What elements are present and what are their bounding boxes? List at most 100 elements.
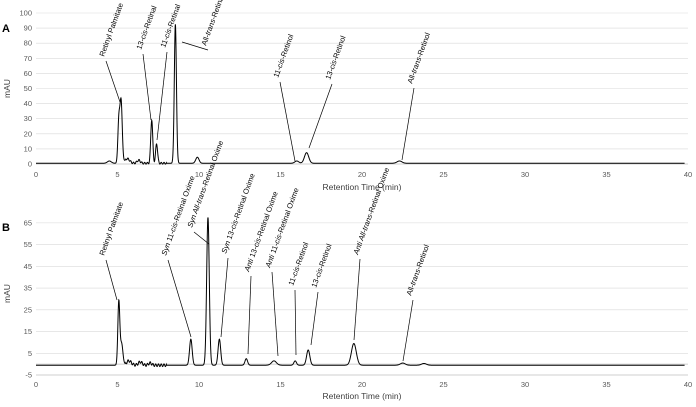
panel-a-annotation-leader — [156, 51, 168, 141]
panel-b-x-tick-label: 20 — [358, 380, 366, 389]
panel-a-y-tick-label: 0 — [28, 160, 32, 169]
panel-a-peak-annotation-part: -Retinal — [165, 3, 182, 31]
panel-b-peak-annotation-part: -Retinal Oxime — [231, 172, 256, 222]
panel-b-x-tick-label: 15 — [276, 380, 284, 389]
panel-b-peak-annotation-part: 11- — [268, 241, 281, 256]
panel-a-y-tick-label: 100 — [19, 9, 32, 18]
panel-b-x-tick-label: 35 — [602, 380, 610, 389]
panel-a-y-tick-label: 90 — [24, 24, 32, 33]
panel-a-x-tick-label: 0 — [34, 170, 38, 179]
panel-b-y-tick-label: 45 — [24, 262, 32, 271]
panel-a-annotation-leader — [142, 53, 152, 121]
panel-a-y-axis-title: mAU — [2, 79, 12, 98]
panel-b-peak-annotation-part: cis — [313, 267, 325, 279]
panel-b-x-axis-title: Retention Time (min) — [323, 391, 402, 401]
panel-b-y-tick-label: 5 — [28, 349, 32, 358]
panel-b-x-tick-label: 0 — [34, 380, 38, 389]
panel-a-peak-annotation: 13-cis-Retinal — [134, 4, 158, 50]
panel-a-x-tick-label: 20 — [358, 170, 366, 179]
panel-a-peak-annotation-part: 11- — [271, 65, 283, 78]
panel-b-peak-annotation-part: -Retinol — [316, 242, 333, 270]
panel-b-peak-annotation-part: -Retinol — [414, 243, 431, 271]
panel-b-y-tick-label: 25 — [24, 305, 32, 314]
panel-b-peak-annotation-part: Syn — [219, 239, 232, 254]
panel-b-x-tick-label: 30 — [521, 380, 529, 389]
panel-b-x-tick-label: 40 — [684, 380, 692, 389]
panel-a-peak-annotation: Retinyl Palmitate — [97, 2, 125, 58]
panel-a-x-tick-label: 25 — [439, 170, 447, 179]
panel-b-annotation-leader — [294, 289, 297, 356]
panel-b-annotation-leader — [402, 299, 414, 362]
panel-a-y-tick-label: 80 — [24, 39, 32, 48]
panel-b-peak-annotation-part: cis — [290, 265, 302, 277]
panel-a-peak-annotation-part: All- — [199, 33, 211, 47]
panel-a-y-tick-label: 70 — [24, 54, 32, 63]
panel-b-peak-annotation-part: 11- — [286, 273, 298, 286]
panel-b-peak-annotation-part: Syn All- — [185, 201, 202, 229]
panel-b-peak-annotation: All-trans-Retinol — [404, 243, 431, 297]
panel-a-peak-annotation: All-trans-Retinol — [405, 31, 432, 85]
panel-a-peak-annotation-part: cis — [275, 57, 287, 69]
panel-b-x-tick-label: 25 — [439, 380, 447, 389]
panel-b-y-tick-label: 65 — [24, 218, 32, 227]
panel-b-annotation-leader — [193, 231, 210, 245]
panel-b-peak-annotation: Syn 13-cis-Retinal Oxime — [219, 172, 256, 255]
panel-b-peak-annotation: 11-cis-Retinol — [286, 241, 310, 287]
panel-b-chromatogram-trace — [36, 217, 685, 368]
panel-a-peak-annotation-part: -Retinal — [209, 0, 226, 21]
panel-a-peak-annotation-part: 13- — [323, 67, 335, 81]
panel-a-y-tick-label: 30 — [24, 114, 32, 123]
panel-b-y-axis-title: mAU — [2, 284, 12, 303]
panel-a-peak-annotation-part: cis — [327, 59, 339, 71]
panel-b-peak-annotation-part: cis — [251, 236, 263, 248]
panel-b-peak-annotation-part: All- — [404, 283, 416, 297]
panel-b-peak-annotation-part: cis — [168, 221, 180, 233]
panel-a-peak-annotation: 11-cis-Retinal — [158, 3, 182, 49]
panel-a-y-tick-label: 50 — [24, 84, 32, 93]
panel-a-annotation-leader — [279, 81, 296, 162]
panel-a-peak-annotation-part: All- — [405, 71, 417, 85]
panel-a-annotation-leader — [308, 83, 333, 149]
panel-a-peak-annotation: 11-cis-Retinol — [271, 33, 295, 79]
panel-b-y-tick-label: 15 — [24, 327, 32, 336]
panel-a-annotation-leader — [105, 60, 121, 103]
panel-b-y-tick-label: -5 — [25, 371, 32, 380]
panel-b-peak-annotation: Retinyl Palmitate — [97, 201, 125, 257]
panel-a-peak-annotation-part: -Retinol — [415, 31, 432, 59]
panel-a-peak-annotation-part: 13- — [134, 37, 146, 51]
panel-b-peak-annotation-part: cis — [272, 233, 284, 245]
panel-a-peak-annotation-part: 11- — [158, 35, 170, 48]
panel-a-x-axis-title: Retention Time (min) — [323, 182, 402, 192]
panel-a-x-tick-label: 40 — [684, 170, 692, 179]
panel-a-x-tick-label: 10 — [195, 170, 203, 179]
panel-b-peak-annotation: 13-cis-Retinol — [309, 242, 333, 288]
panel-b-annotation-leader — [220, 257, 229, 338]
panel-b-peak-annotation-part: 11- — [164, 229, 177, 244]
panel-a-peak-annotation-part: Retinyl Palmitate — [97, 2, 125, 58]
panel-a-x-tick-label: 5 — [115, 170, 119, 179]
panel-a-x-tick-label: 35 — [602, 170, 610, 179]
panel-b-annotation-leader — [167, 259, 192, 338]
panel-b-peak-annotation-part: Syn — [159, 241, 172, 256]
panel-a-peak-annotation-part: -Retinal — [141, 4, 158, 32]
panel-b-peak-annotation-part: 13- — [224, 227, 237, 243]
panel-b-y-tick-label: 55 — [24, 240, 32, 249]
panel-b-peak-annotation-part: 13- — [309, 275, 321, 289]
panel-b-peak-annotation-part: 13- — [247, 245, 260, 261]
panel-b-letter: B — [2, 222, 10, 234]
panel-b-peak-annotation-part: Anti All- — [351, 228, 369, 257]
panel-b-annotation-leader — [105, 259, 118, 301]
panel-b-annotation-leader — [247, 275, 252, 355]
panel-b-peak-annotation: Anti All-trans-Retinal Oxime — [351, 166, 391, 256]
panel-a-annotation-leader — [401, 87, 415, 161]
panel-b: -5 5 15 25 35 45 55 65 0 5 10 15 20 25 30 35 40 Retention… — [2, 139, 692, 401]
panel-a-annotation-leader — [181, 41, 209, 51]
panel-a-y-tick-label: 40 — [24, 99, 32, 108]
panel-a-y-tick-label: 60 — [24, 69, 32, 78]
panel-b-x-tick-label: 5 — [115, 380, 119, 389]
panel-b-y-tick-label: 35 — [24, 284, 32, 293]
panel-b-annotation-leader — [310, 291, 319, 346]
panel-a-peak-annotation-part: cis — [138, 29, 150, 41]
panel-a-peak-annotation: 13-cis-Retinol — [323, 34, 347, 80]
